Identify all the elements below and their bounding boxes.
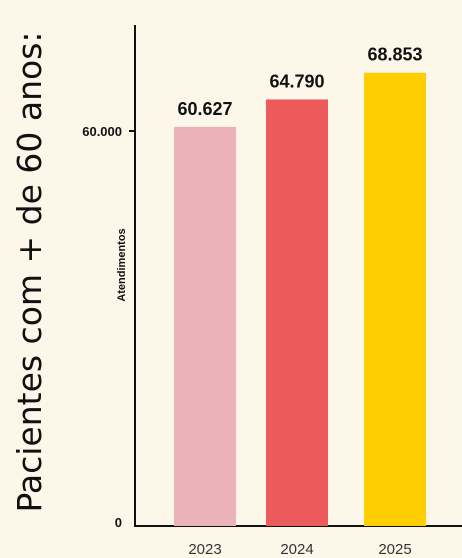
chart-title: Pacientes com + de 60 anos:: [10, 31, 49, 512]
category-label-2023: 2023: [188, 541, 221, 558]
bar-2024: [266, 99, 328, 527]
category-label-2024: 2024: [280, 541, 313, 558]
y-tick-label: 60.000: [82, 124, 122, 139]
bars: [174, 72, 426, 527]
value-label-2023: 60.627: [177, 99, 232, 119]
y-ticks: 0 60.000: [82, 124, 135, 530]
category-labels: 2023 2024 2025: [188, 541, 411, 558]
bar-2023: [174, 126, 236, 526]
category-label-2025: 2025: [378, 541, 411, 558]
value-label-2024: 64.790: [269, 71, 324, 91]
bar-2025: [364, 72, 426, 527]
value-label-2025: 68.853: [367, 45, 422, 65]
value-labels: 60.627 64.790 68.853: [177, 45, 422, 119]
y-tick-label: 0: [115, 515, 122, 530]
y-axis-label: Atendimentos: [116, 228, 128, 301]
